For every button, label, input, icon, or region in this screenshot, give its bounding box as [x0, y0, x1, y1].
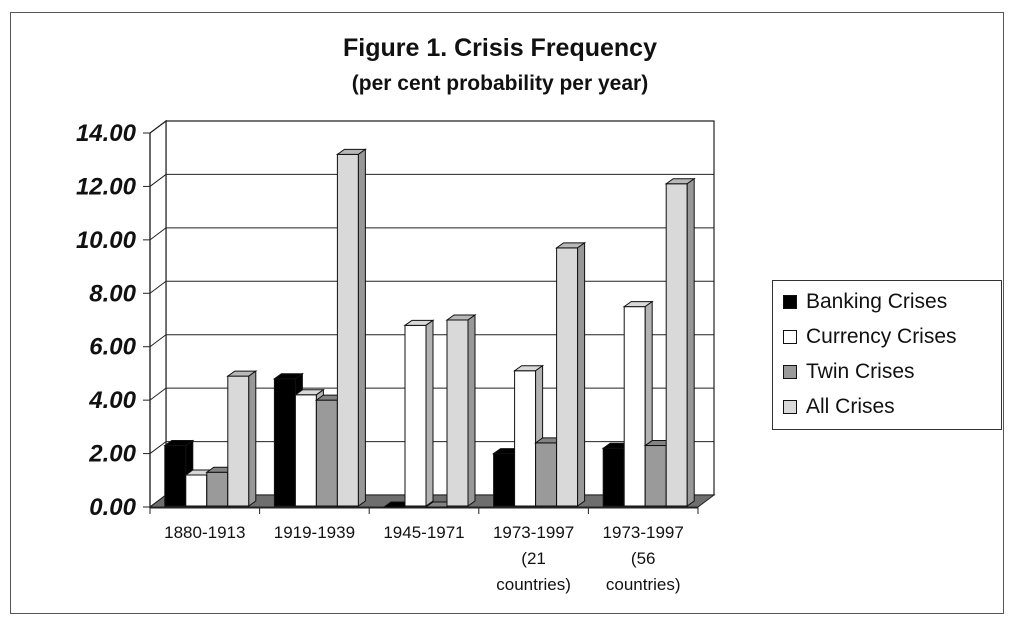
legend-swatch: [783, 295, 797, 309]
legend-item-all-crises: All Crises: [783, 392, 895, 422]
bar: [164, 445, 187, 507]
legend-label: Twin Crises: [806, 360, 915, 383]
bar-side: [425, 319, 434, 507]
x-tick-label: 1973-1997: [493, 523, 574, 542]
bar: [206, 471, 229, 507]
x-tick-label: countries): [496, 575, 571, 594]
legend-item-twin-crises: Twin Crises: [783, 357, 915, 387]
chart-legend: Banking Crises Currency Crises Twin Cris…: [772, 280, 1002, 430]
bar: [446, 319, 469, 507]
legend-label: All Crises: [806, 395, 895, 418]
bar-side: [248, 370, 257, 507]
y-tick-label: 0.00: [89, 494, 136, 521]
bar-side: [686, 177, 695, 507]
legend-label: Currency Crises: [806, 325, 957, 348]
plot-side-wall: [149, 119, 167, 509]
bar: [602, 447, 625, 507]
y-tick-label: 8.00: [89, 280, 136, 307]
legend-swatch: [783, 400, 797, 414]
bar: [315, 399, 338, 507]
x-tick-label: 1880-1913: [164, 523, 245, 542]
bar: [556, 247, 579, 507]
legend-item-banking-crises: Banking Crises: [783, 287, 947, 317]
gridline: [149, 280, 714, 294]
bar: [336, 153, 359, 507]
x-tick-label: (56: [631, 549, 656, 568]
legend-swatch: [783, 365, 797, 379]
bar: [404, 324, 427, 507]
x-tick-label: (21: [521, 549, 546, 568]
gridline: [149, 227, 714, 241]
y-tick-label: 14.00: [76, 120, 137, 147]
bar: [665, 183, 688, 507]
y-tick-label: 4.00: [88, 387, 136, 414]
chart-title: Figure 1. Crisis Frequency: [343, 34, 657, 62]
x-tick-label: countries): [606, 575, 681, 594]
x-tick-label: 1945-1971: [383, 523, 464, 542]
bar-side: [467, 314, 476, 507]
gridline: [149, 120, 714, 134]
bar: [273, 378, 296, 507]
y-tick-label: 10.00: [76, 227, 137, 254]
y-tick-label: 12.00: [76, 173, 137, 200]
bar-side: [357, 148, 366, 507]
legend-label: Banking Crises: [806, 290, 948, 313]
x-tick-label: 1973-1997: [603, 523, 684, 542]
chart-subtitle: (per cent probability per year): [351, 72, 649, 95]
legend-item-currency-crises: Currency Crises: [783, 322, 957, 352]
bar: [227, 375, 250, 507]
y-tick-label: 6.00: [89, 334, 136, 361]
bar: [623, 306, 646, 507]
bar: [514, 370, 537, 507]
gridline: [149, 173, 714, 187]
bar: [644, 445, 667, 507]
gridline: [149, 334, 714, 348]
bar-side: [577, 241, 586, 507]
bar: [294, 394, 317, 507]
legend-swatch: [783, 330, 797, 344]
x-tick-label: 1919-1939: [274, 523, 355, 542]
bar: [185, 474, 208, 507]
y-tick-label: 2.00: [88, 441, 136, 468]
bar: [535, 442, 558, 507]
bar: [493, 453, 516, 507]
